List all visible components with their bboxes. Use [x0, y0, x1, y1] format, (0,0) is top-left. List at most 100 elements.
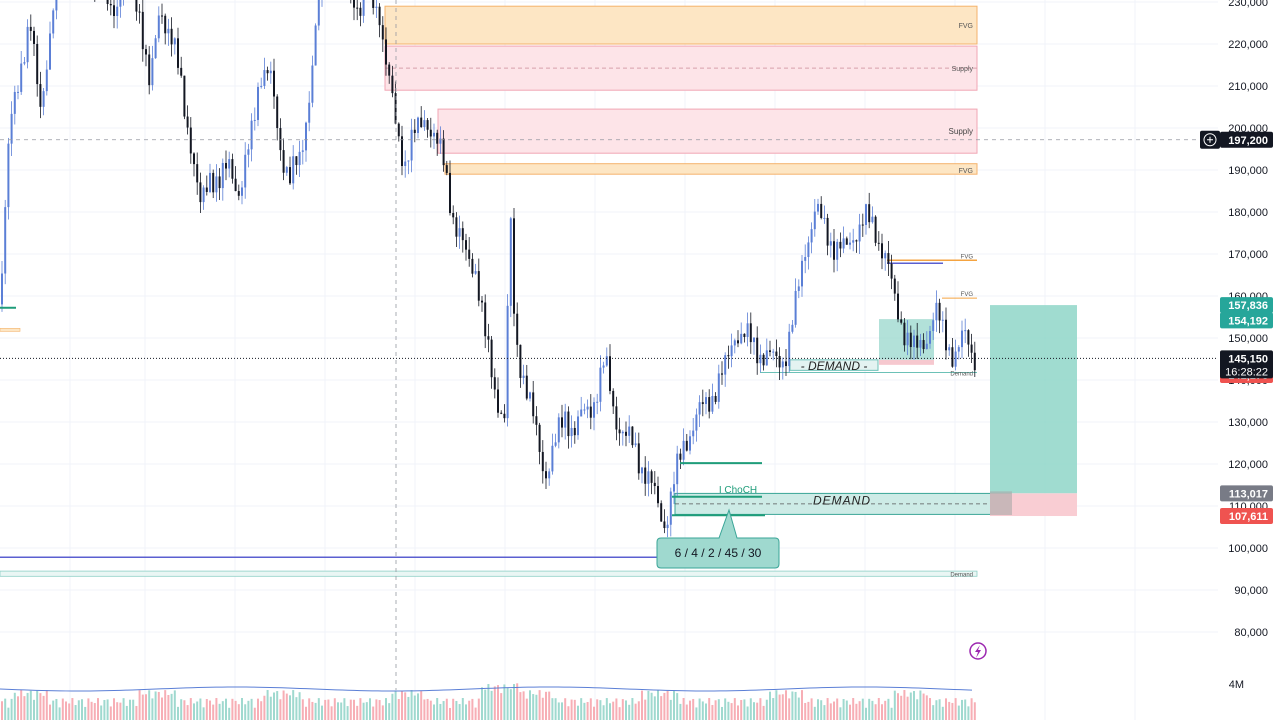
- candle-body: [589, 406, 592, 418]
- candle-body: [570, 427, 573, 437]
- fvg-label: FVG: [959, 168, 973, 175]
- volume-bar: [215, 698, 218, 720]
- volume-bar: [42, 695, 45, 720]
- candle-body: [234, 178, 237, 192]
- volume-bar: [154, 691, 157, 720]
- candle-body: [292, 156, 295, 184]
- candle-body: [285, 167, 288, 173]
- volume-bar: [506, 687, 509, 720]
- volume-bar: [196, 701, 199, 720]
- volume-bar: [436, 698, 439, 720]
- candle-body: [650, 471, 653, 483]
- candle-body: [769, 350, 771, 353]
- candle-body: [692, 430, 695, 437]
- price-tag-bg: [1220, 485, 1273, 502]
- candle-body: [484, 302, 487, 337]
- candle-body: [276, 96, 279, 129]
- candle-body: [865, 204, 867, 225]
- candle-body: [695, 414, 698, 431]
- fvg-mark: [0, 328, 21, 332]
- volume-bar: [346, 706, 349, 720]
- volume-bar: [493, 686, 496, 720]
- volume-bar: [625, 700, 627, 720]
- volume-bar: [970, 698, 973, 720]
- candle-body: [39, 84, 42, 107]
- candle-body: [173, 38, 176, 45]
- candle-body: [497, 389, 499, 413]
- candle-body: [490, 339, 493, 378]
- candle-body: [679, 453, 682, 460]
- volume-bar: [167, 694, 170, 720]
- candle-body: [753, 337, 755, 343]
- candle-body: [714, 395, 717, 402]
- volume-bar: [282, 690, 285, 720]
- volume-bar: [791, 691, 794, 720]
- volume-bar: [653, 696, 656, 720]
- volume-bar: [826, 698, 829, 720]
- volume-bar: [401, 691, 403, 720]
- volume-bar: [375, 699, 378, 720]
- volume-bar: [301, 699, 304, 720]
- volume-bar: [410, 690, 413, 720]
- volume-bar: [813, 706, 816, 720]
- candle-body: [423, 120, 426, 128]
- volume-bar: [388, 703, 391, 720]
- volume-bar: [714, 700, 717, 720]
- candle-body: [388, 64, 391, 76]
- price-axis-tick: 120,000: [1228, 459, 1268, 471]
- volume-bar: [967, 706, 970, 720]
- volume-bar: [212, 704, 215, 720]
- candle-body: [788, 331, 791, 367]
- candle-body: [561, 417, 563, 428]
- candle-body: [807, 242, 810, 258]
- candle-body: [394, 93, 397, 124]
- candle-body: [541, 451, 544, 472]
- position-entry-handle: [990, 491, 1012, 516]
- volume-bar: [90, 701, 93, 720]
- volume-bar: [733, 698, 736, 720]
- volume-bar: [193, 703, 195, 720]
- candle-body: [618, 429, 621, 434]
- volume-bar: [257, 698, 259, 720]
- volume-bar: [577, 705, 579, 720]
- volume-bar: [58, 707, 61, 720]
- volume-bar: [676, 693, 679, 720]
- volume-bar: [461, 698, 464, 720]
- candle-body: [449, 172, 451, 213]
- volume-bar: [861, 698, 864, 720]
- candle-body: [717, 373, 720, 402]
- candle-body: [26, 26, 29, 63]
- candle-body: [109, 3, 112, 6]
- volume-bar: [778, 694, 781, 720]
- candle-body: [967, 330, 970, 345]
- candle-body: [461, 228, 464, 241]
- candle-body: [404, 161, 407, 167]
- candle-body: [890, 263, 893, 279]
- candles: [1, 0, 976, 538]
- candle-body: [849, 242, 851, 245]
- candle-body: [733, 340, 736, 346]
- volume-bar: [689, 700, 691, 720]
- candle-body: [929, 331, 931, 344]
- volume-bar: [737, 705, 739, 720]
- fvg-label: FVG: [959, 23, 973, 30]
- candle-body: [141, 11, 144, 50]
- candle-body: [884, 253, 887, 259]
- candle-body: [135, 0, 138, 12]
- candle-body: [465, 240, 467, 250]
- volume-bar: [804, 702, 807, 720]
- volume-bar: [10, 698, 13, 720]
- candle-body: [836, 241, 839, 260]
- volume-bar: [743, 699, 746, 720]
- volume-bar: [109, 706, 112, 720]
- volume-bar: [583, 702, 586, 720]
- supply-label: Supply: [949, 127, 973, 136]
- demand-label: Demand: [950, 572, 973, 578]
- volume-bar: [945, 698, 947, 720]
- volume-bar: [593, 706, 595, 720]
- candle-body: [199, 182, 202, 203]
- candle-body: [653, 482, 656, 487]
- volume-bar: [321, 705, 323, 720]
